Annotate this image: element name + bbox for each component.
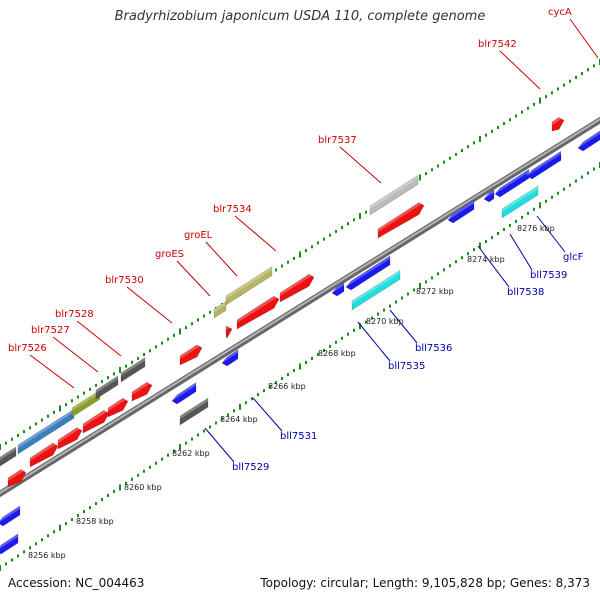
gene-label-forward[interactable]: blr7534	[213, 204, 252, 215]
coordinate-label: 8260 kbp	[124, 483, 162, 492]
gene-feature[interactable]	[236, 293, 280, 330]
gene-feature[interactable]	[501, 185, 539, 219]
coordinate-label: 8264 kbp	[220, 415, 258, 424]
map-title: Bradyrhizobium japonicum USDA 110, compl…	[114, 9, 486, 24]
gene-label-forward[interactable]: blr7537	[318, 135, 357, 146]
gene-feature[interactable]	[351, 269, 401, 311]
coordinate-labels: 8256 kbp 8258 kbp 8260 kbp 8262 kbp 8264 kbp…	[28, 224, 555, 560]
coordinate-label: 8270 kbp	[366, 317, 404, 326]
gene-feature[interactable]	[107, 395, 129, 418]
gene-feature[interactable]	[71, 389, 101, 418]
gene-label-reverse[interactable]: bll7529	[232, 462, 269, 473]
gene-label-forward[interactable]: blr7542	[478, 39, 517, 50]
gene-label-reverse[interactable]: bll7539	[530, 270, 567, 281]
genome-summary: Topology: circular; Length: 9,105,828 bp…	[260, 576, 590, 590]
gene-label-forward[interactable]: blr7526	[8, 343, 47, 354]
gene-feature[interactable]	[377, 199, 425, 239]
gene-label-reverse[interactable]: glcF	[563, 252, 584, 263]
gene-label-forward[interactable]: blr7528	[55, 309, 94, 320]
coordinate-label: 8262 kbp	[172, 449, 210, 458]
label-leader-lines	[29, 18, 599, 463]
gene-label-forward[interactable]: cycA	[548, 7, 572, 18]
coordinate-label: 8256 kbp	[28, 551, 66, 560]
gene-features	[0, 114, 600, 555]
gene-feature[interactable]	[82, 407, 110, 434]
gene-feature[interactable]	[225, 266, 273, 306]
gene-feature[interactable]	[331, 281, 345, 297]
gene-feature[interactable]	[17, 408, 75, 455]
coordinate-label: 8272 kbp	[416, 287, 454, 296]
gene-feature[interactable]	[171, 382, 197, 405]
gene-feature[interactable]	[483, 189, 495, 203]
gene-label-reverse[interactable]: bll7538	[507, 287, 544, 298]
coordinate-label: 8276 kbp	[517, 224, 555, 233]
gene-label-forward[interactable]: groES	[155, 249, 184, 260]
coordinate-label: 8266 kbp	[268, 382, 306, 391]
gene-feature[interactable]	[494, 168, 530, 198]
genome-backbone	[0, 116, 600, 498]
gene-feature[interactable]	[0, 505, 21, 527]
gene-feature[interactable]	[57, 424, 83, 450]
gene-feature[interactable]	[577, 130, 600, 152]
gene-label-forward[interactable]: blr7527	[31, 325, 70, 336]
gene-feature[interactable]	[551, 114, 565, 132]
gene-feature[interactable]	[213, 300, 227, 319]
gene-feature[interactable]	[345, 255, 391, 291]
gene-feature[interactable]	[279, 271, 315, 303]
tick-marks	[0, 59, 600, 571]
gene-feature[interactable]	[526, 150, 562, 180]
gene-feature[interactable]	[179, 341, 203, 366]
gene-label-reverse[interactable]: bll7535	[388, 361, 425, 372]
gene-label-forward[interactable]: blr7530	[105, 275, 144, 286]
gene-label-reverse[interactable]: bll7536	[415, 343, 452, 354]
gene-feature[interactable]	[0, 533, 19, 555]
coordinate-label: 8274 kbp	[467, 255, 505, 264]
gene-feature[interactable]	[447, 199, 475, 224]
gene-feature[interactable]	[29, 440, 59, 468]
gene-feature[interactable]	[221, 349, 239, 367]
gene-feature[interactable]	[369, 174, 419, 216]
gene-feature[interactable]	[131, 379, 153, 402]
gene-feature[interactable]	[120, 357, 146, 383]
gene-label-forward[interactable]: groEL	[184, 230, 213, 241]
coordinate-label: 8258 kbp	[76, 517, 114, 526]
gene-feature[interactable]	[225, 323, 233, 339]
gene-feature[interactable]	[179, 397, 209, 426]
coordinate-label: 8268 kbp	[318, 349, 356, 358]
gene-feature[interactable]	[7, 466, 27, 488]
gene-feature[interactable]	[95, 375, 119, 400]
gene-feature[interactable]	[0, 446, 17, 470]
accession-label: Accession: NC_004463	[8, 576, 145, 590]
gene-label-reverse[interactable]: bll7531	[280, 431, 317, 442]
